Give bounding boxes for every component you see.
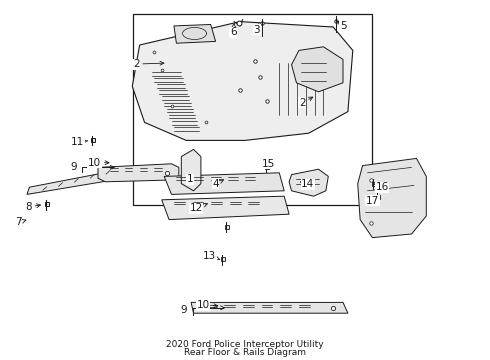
Text: Rear Floor & Rails Diagram: Rear Floor & Rails Diagram: [184, 347, 306, 356]
Text: 11: 11: [71, 137, 87, 147]
Polygon shape: [181, 149, 201, 191]
Text: 14: 14: [300, 179, 315, 189]
Polygon shape: [358, 158, 426, 238]
Polygon shape: [162, 196, 289, 220]
Text: 1: 1: [187, 174, 194, 184]
Text: 9: 9: [70, 162, 77, 172]
Text: 12: 12: [189, 203, 207, 213]
Text: 15: 15: [262, 159, 275, 169]
Text: 7: 7: [15, 217, 26, 228]
Polygon shape: [292, 47, 343, 92]
Text: 6: 6: [230, 23, 237, 37]
Text: 10: 10: [88, 158, 109, 168]
Text: 2: 2: [133, 59, 164, 69]
Polygon shape: [174, 24, 216, 43]
Text: 9: 9: [180, 305, 187, 315]
Text: 2020 Ford Police Interceptor Utility: 2020 Ford Police Interceptor Utility: [166, 341, 324, 349]
Text: 3: 3: [253, 24, 260, 35]
Text: 10: 10: [197, 300, 218, 310]
Polygon shape: [132, 22, 353, 140]
Polygon shape: [289, 169, 328, 196]
Polygon shape: [27, 167, 135, 194]
Polygon shape: [133, 14, 372, 205]
Polygon shape: [164, 173, 284, 194]
Text: 17: 17: [366, 196, 379, 206]
Text: 4: 4: [212, 179, 223, 189]
Text: 8: 8: [25, 202, 41, 212]
Text: 5: 5: [338, 21, 346, 31]
Text: 16: 16: [374, 182, 389, 192]
Text: 13: 13: [203, 251, 220, 261]
Polygon shape: [98, 164, 179, 182]
Polygon shape: [191, 302, 348, 313]
Text: 2: 2: [299, 97, 313, 108]
